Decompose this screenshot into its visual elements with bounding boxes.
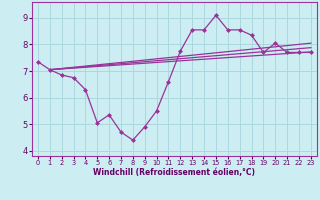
X-axis label: Windchill (Refroidissement éolien,°C): Windchill (Refroidissement éolien,°C)	[93, 168, 255, 177]
